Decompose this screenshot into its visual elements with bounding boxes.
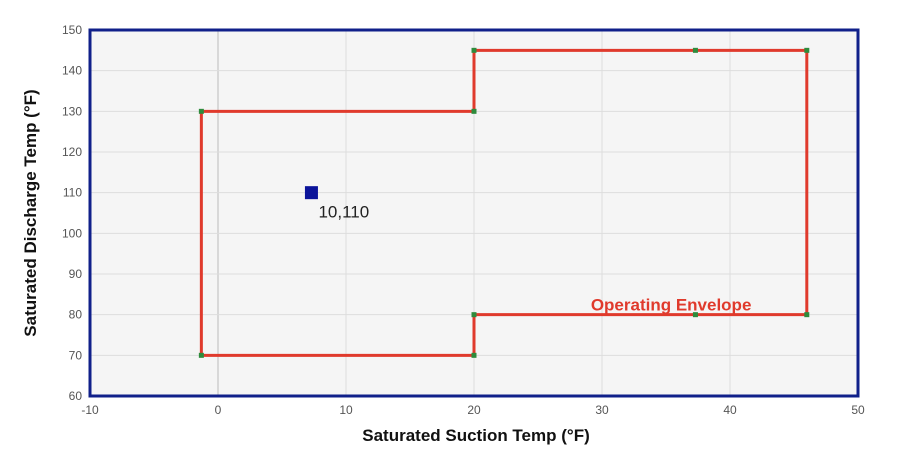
y-tick-label: 150: [62, 23, 82, 37]
y-tick-label: 120: [62, 145, 82, 159]
envelope-vertex-marker: [804, 312, 810, 318]
x-tick-label: 50: [851, 403, 865, 417]
x-axis-title: Saturated Suction Temp (°F): [362, 426, 590, 445]
operating-point-label: 10,110: [318, 203, 369, 222]
envelope-vertex-marker: [471, 312, 477, 318]
x-tick-label: 10: [339, 403, 353, 417]
x-tick-label: 40: [723, 403, 737, 417]
y-axis-title: Saturated Discharge Temp (°F): [21, 89, 40, 336]
envelope-vertex-marker: [471, 47, 477, 53]
y-tick-label: 100: [62, 226, 82, 240]
y-tick-label: 80: [69, 308, 83, 322]
envelope-vertex-marker: [692, 47, 698, 53]
x-tick-label: 0: [215, 403, 222, 417]
envelope-vertex-marker: [198, 108, 204, 114]
envelope-vertex-marker: [804, 47, 810, 53]
y-tick-label: 90: [69, 267, 83, 281]
envelope-label: Operating Envelope: [591, 296, 752, 315]
operating-point-group: 10,110: [304, 186, 369, 222]
envelope-vertex-marker: [692, 312, 698, 318]
plot-border: [88, 28, 860, 398]
operating-point-marker: [304, 186, 318, 200]
x-tick-label: 20: [467, 403, 481, 417]
y-axis-ticks: 60 70 80 90 100 110 120 130 140 150: [62, 23, 82, 403]
x-axis-ticks: -10 0 10 20 30 40 50: [81, 403, 865, 417]
envelope-vertex-marker: [471, 352, 477, 358]
y-tick-label: 70: [69, 348, 83, 362]
y-tick-label: 140: [62, 64, 82, 78]
y-tick-label: 60: [69, 389, 83, 403]
x-tick-label: 30: [595, 403, 609, 417]
envelope-vertex-marker: [198, 352, 204, 358]
y-tick-label: 130: [62, 104, 82, 118]
x-tick-label: -10: [81, 403, 99, 417]
y-tick-label: 110: [63, 186, 82, 200]
envelope-vertex-marker: [471, 108, 477, 114]
envelope-vertices: [198, 47, 810, 358]
